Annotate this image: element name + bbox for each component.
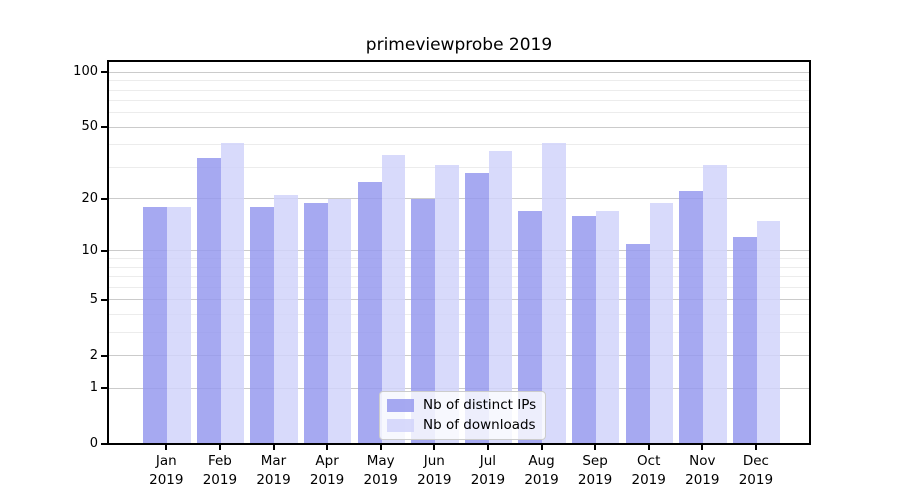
x-tick-label: Jun 2019 [417,453,452,488]
legend-swatch-downloads [387,419,414,432]
legend-label: Nb of downloads [423,417,536,433]
x-tick [540,445,543,450]
bar-nb-of-distinct-ips [196,157,221,444]
y-tick [101,197,107,200]
major-gridline [108,387,810,389]
y-tick [101,387,107,390]
x-tick [647,445,650,450]
y-tick-label: 5 [89,291,98,307]
bar-nb-of-downloads [595,211,620,444]
y-tick [101,298,107,301]
x-tick [433,445,436,450]
x-tick [326,445,329,450]
x-tick [218,445,221,450]
bar-nb-of-downloads [327,198,352,444]
bar-nb-of-downloads [167,206,191,444]
x-tick-label: Apr 2019 [309,453,345,488]
minor-gridline [108,313,810,315]
x-tick-label: Jan 2019 [149,453,184,488]
major-gridline [108,198,810,200]
x-tick [165,445,168,450]
bar-nb-of-distinct-ips [571,215,596,444]
minor-gridline [108,258,810,260]
y-tick-label: 100 [73,64,98,80]
bar-nb-of-downloads [488,151,513,444]
y-tick [101,126,107,129]
x-tick [594,445,597,450]
x-tick-label: Nov 2019 [685,453,720,488]
minor-gridline [108,266,810,268]
bar-nb-of-downloads [703,164,727,444]
y-tick-label: 2 [89,347,98,363]
chart-title: primeviewprobe 2019 [365,35,553,55]
bar-nb-of-downloads [381,155,406,444]
bar-nb-of-downloads [542,142,566,444]
y-tick-label: 50 [81,119,98,135]
x-tick-label: Dec 2019 [738,453,774,488]
legend-label: Nb of distinct IPs [423,397,537,413]
major-gridline [108,71,810,73]
y-tick [101,354,107,357]
x-tick [379,445,382,450]
x-tick-label: Oct 2019 [631,453,666,488]
y-tick [101,249,107,252]
y-tick-label: 20 [81,190,98,206]
x-tick-label: Mar 2019 [256,453,291,488]
minor-gridline [108,89,810,91]
bar-nb-of-distinct-ips [143,206,168,444]
x-tick-label: Feb 2019 [202,453,238,488]
legend-entry-downloads: Nb of downloads [387,418,536,433]
minor-gridline [108,112,810,114]
x-tick-label: Aug 2019 [524,453,559,488]
x-tick-label: May 2019 [363,453,398,488]
major-gridline [108,299,810,301]
minor-gridline [108,144,810,146]
x-tick [754,445,757,450]
legend-swatch-distinct-ips [387,399,414,412]
major-gridline [108,355,810,357]
major-gridline [108,126,810,128]
bar-nb-of-downloads [756,220,781,444]
bar-nb-of-downloads [220,142,245,444]
bar-nb-of-distinct-ips [625,243,650,444]
plot-area: Nb of distinct IPs Nb of downloads Jan 2… [73,60,811,488]
major-gridline [108,250,810,252]
minor-gridline [108,100,810,102]
y-tick-label: 0 [89,436,98,451]
bar-nb-of-downloads [649,202,674,444]
minor-gridline [108,331,810,333]
bar-nb-of-distinct-ips [732,237,757,444]
bar-nb-of-downloads [435,164,459,444]
x-tick-label: Jul 2019 [470,453,506,488]
y-tick [101,71,107,74]
bar-nb-of-distinct-ips [679,191,704,444]
x-tick [272,445,275,450]
bar-nb-of-distinct-ips [303,202,328,444]
y-tick-label: 1 [89,380,98,396]
y-tick-label: 10 [81,242,98,258]
legend: Nb of distinct IPs Nb of downloads [379,391,547,440]
minor-gridline [108,80,810,82]
minor-gridline [108,286,810,288]
bar-nb-of-downloads [274,195,298,444]
legend-entry-distinct-ips: Nb of distinct IPs [387,398,536,413]
x-tick [486,445,489,450]
minor-gridline [108,166,810,168]
bar-nb-of-distinct-ips [250,206,275,444]
minor-gridline [108,276,810,278]
y-tick [101,443,107,445]
x-tick [701,445,704,450]
bar-nb-of-distinct-ips [357,181,382,444]
x-tick-label: Sep 2019 [577,453,613,488]
